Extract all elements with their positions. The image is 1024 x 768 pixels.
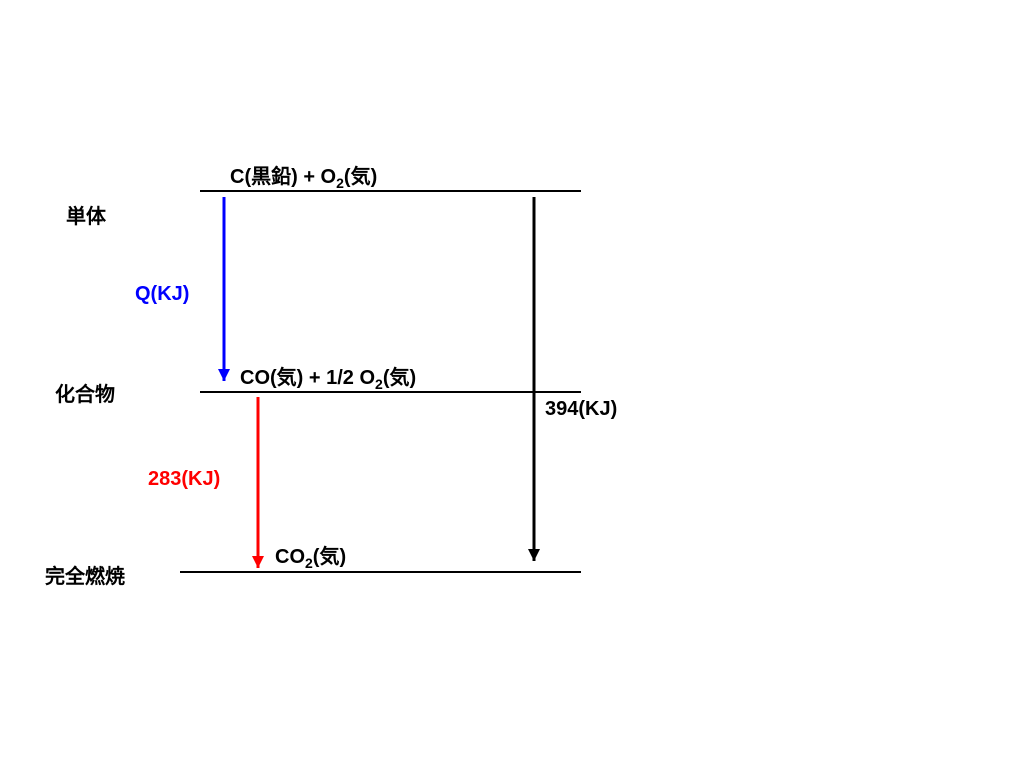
arrow-q-label: Q(KJ) [135,283,189,306]
energy-diagram-svg [0,0,1024,768]
arrow-283-head [252,556,264,568]
level-side-label-middle: 化合物 [55,378,115,407]
level-side-label-bottom: 完全燃焼 [45,560,125,589]
level-formula-top: C(黒鉛) + O2(気) [230,160,377,191]
level-formula-middle: CO(気) + 1/2 O2(気) [240,361,416,392]
arrow-q-head [218,369,230,381]
level-line-bottom [180,571,581,573]
arrow-394-head [528,549,540,561]
level-side-label-top: 単体 [66,200,106,229]
arrow-283-label: 283(KJ) [148,468,220,491]
level-formula-bottom: CO2(気) [275,540,346,571]
arrow-394-label: 394(KJ) [545,398,617,421]
